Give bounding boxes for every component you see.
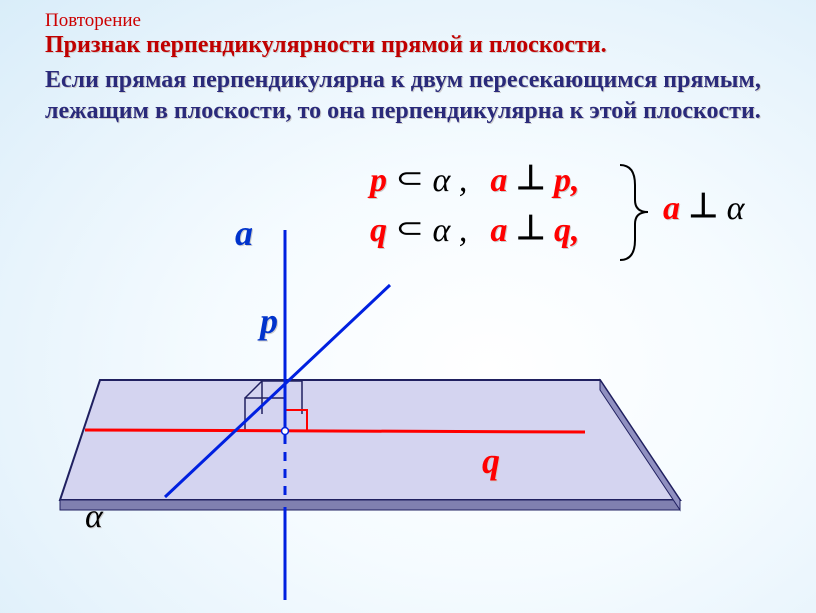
plane-edge-front: [60, 500, 680, 510]
label-alpha: α: [85, 498, 103, 536]
label-q: q: [482, 440, 500, 482]
label-a: a: [235, 212, 253, 254]
geometry-diagram: [0, 0, 816, 613]
intersection-point: [282, 428, 289, 435]
plane-face: [60, 380, 680, 500]
line-q: [85, 430, 585, 432]
label-p: p: [260, 300, 278, 342]
